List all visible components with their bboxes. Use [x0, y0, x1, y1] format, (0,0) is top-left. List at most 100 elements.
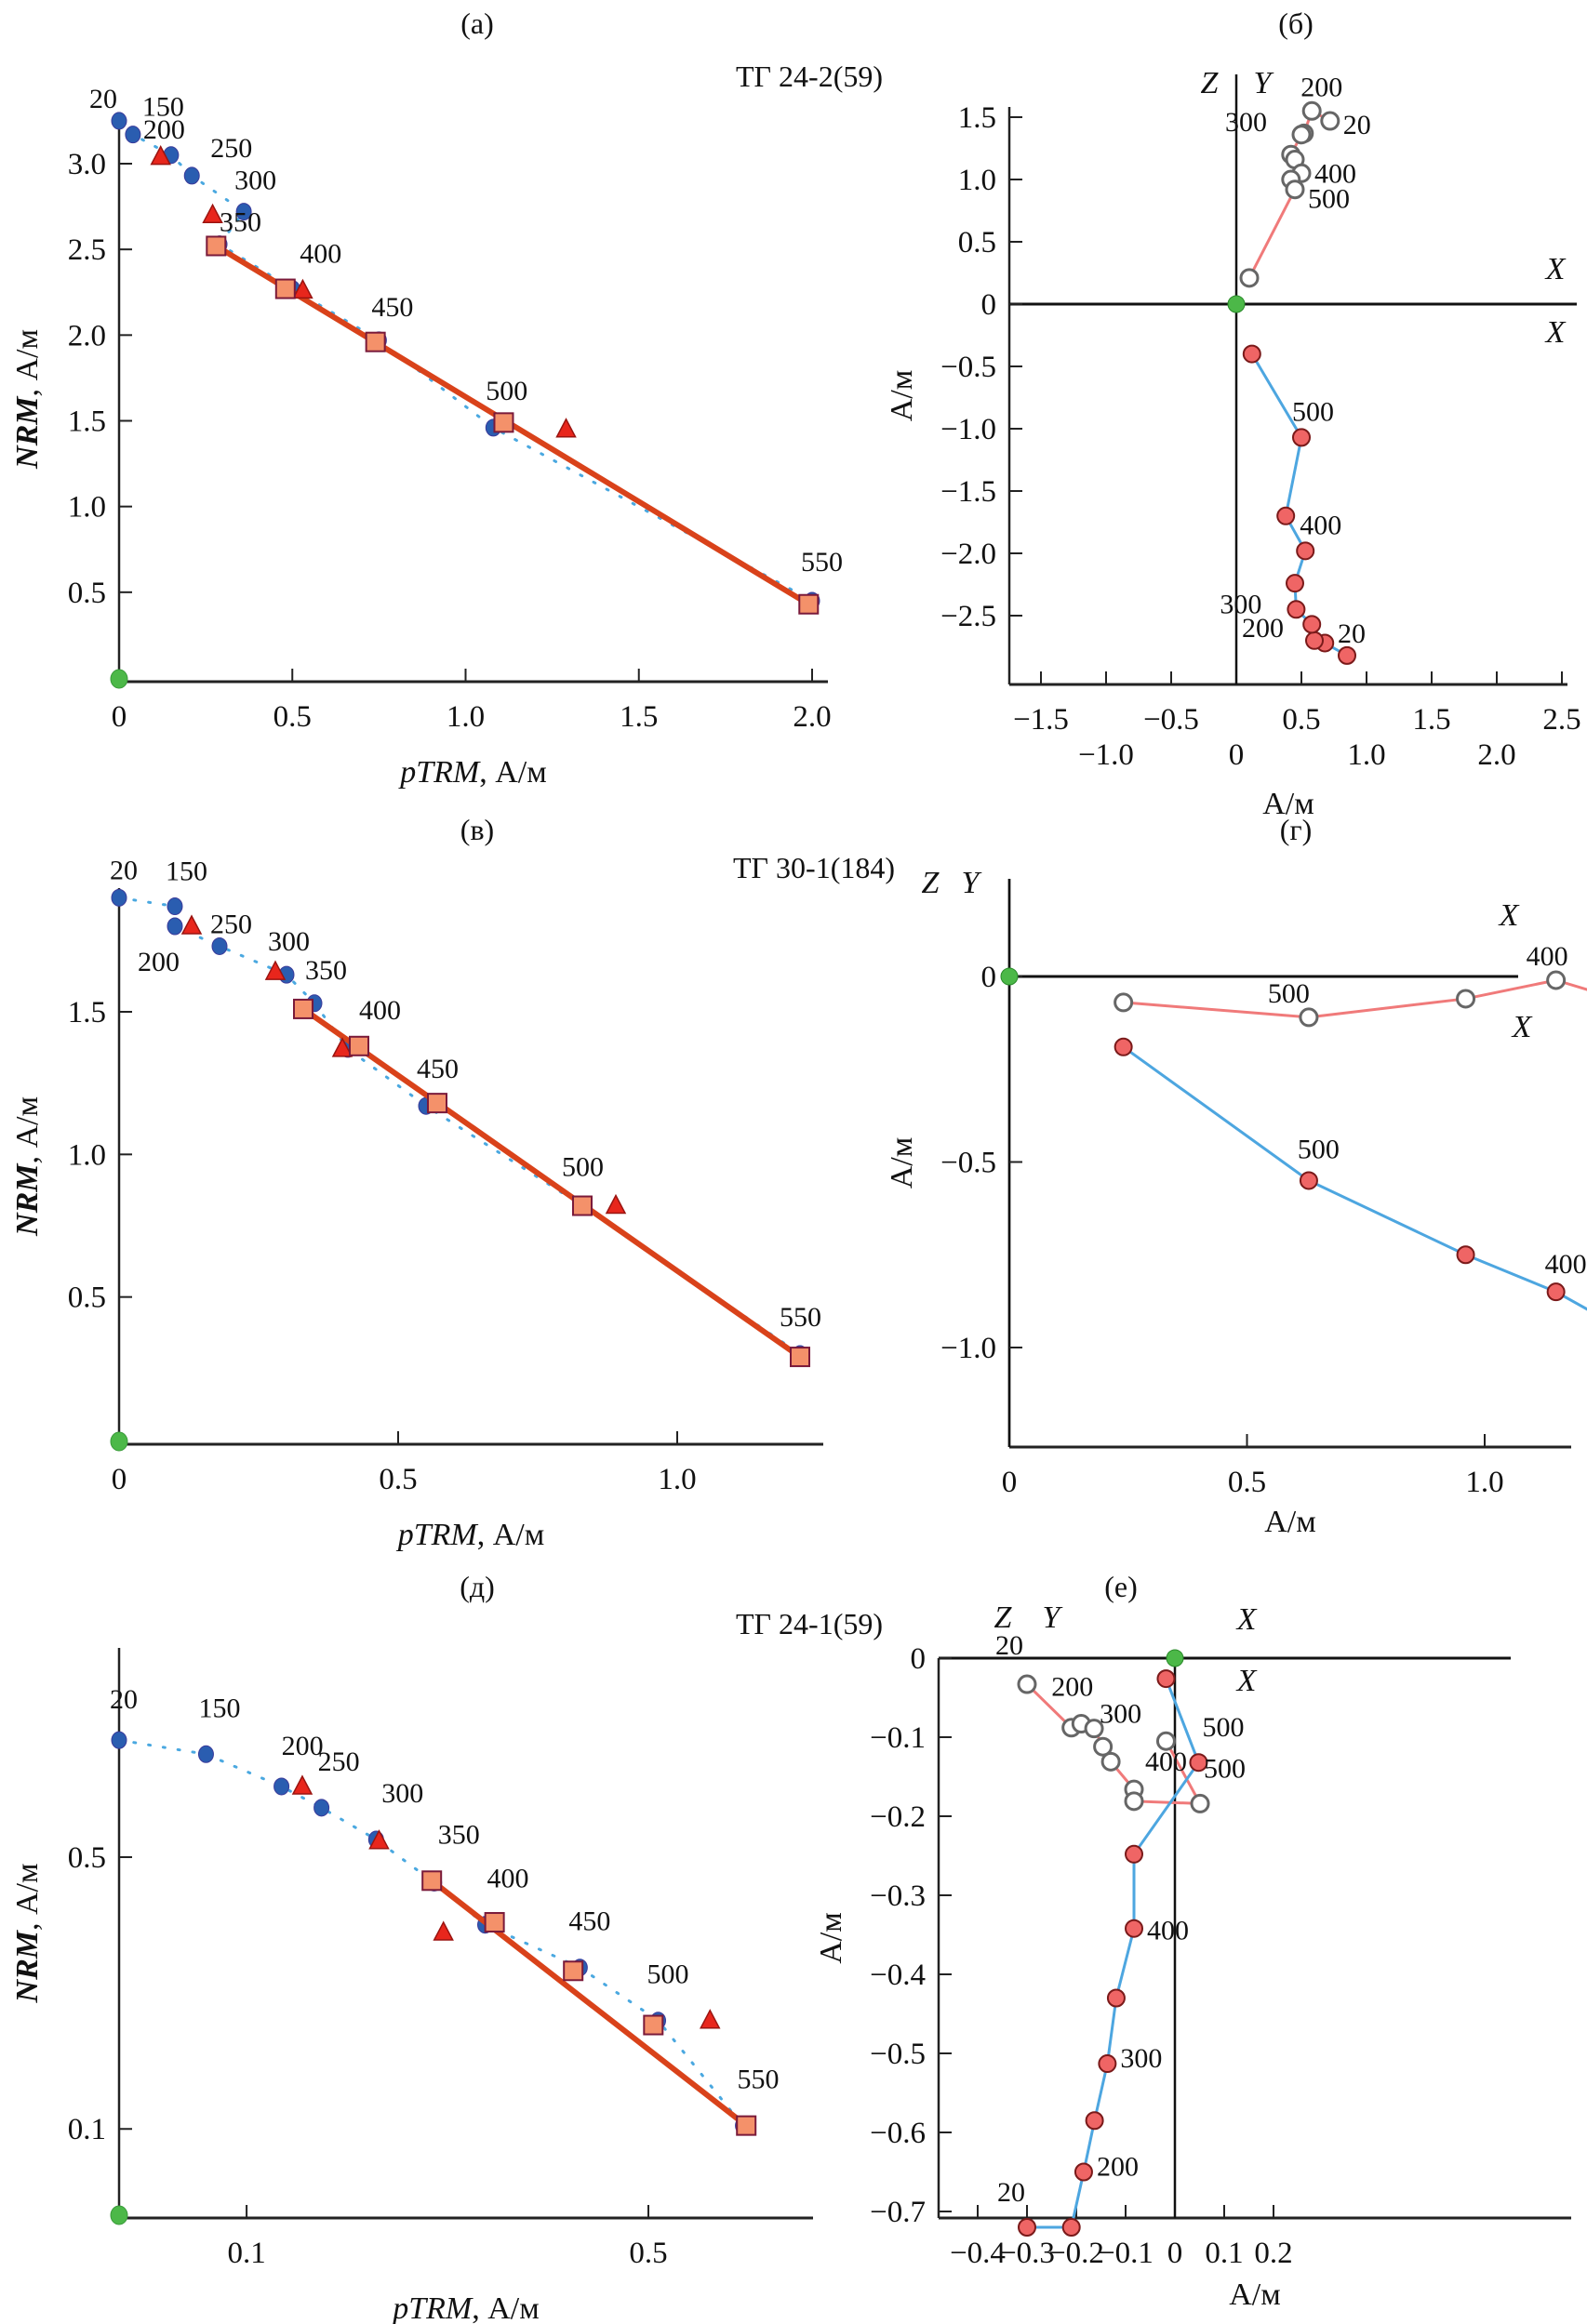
temperature-label: 300: [381, 1778, 423, 1809]
temperature-label: 500: [562, 1152, 604, 1183]
temperature-label: 400: [1314, 158, 1356, 189]
x-tick-label: 0: [112, 700, 127, 734]
temperature-label: 200: [1300, 72, 1342, 102]
origin-point: [110, 669, 128, 689]
vertical-projection-point: [1338, 645, 1356, 665]
temperature-label: 250: [210, 909, 252, 939]
temperature-label: 20: [995, 1630, 1023, 1661]
horizontal-projection-point: [1299, 1007, 1319, 1028]
temperature-label: 200: [282, 1731, 324, 1761]
y-tick-label: 1.5: [958, 101, 996, 135]
vertical-projection-point: [1299, 1171, 1318, 1190]
horizontal-projection-point: [1100, 1751, 1121, 1772]
temperature-label: 300: [268, 926, 310, 957]
x-tick-label: −0.1: [1098, 2237, 1154, 2270]
horizontal-projection-point: [1301, 100, 1322, 121]
x-tick-label: 0.5: [629, 2237, 667, 2270]
dotted-trend-line: [117, 1738, 745, 2128]
y-axis-label-italic: NRM: [10, 395, 45, 470]
temperature-label: 300: [1120, 2043, 1162, 2074]
nrm-ptrm-point: [273, 1777, 290, 1796]
y-tick-label: −1.0: [940, 413, 996, 446]
vertical-projection-point: [1125, 1919, 1144, 1938]
fit-point-square: [563, 1960, 584, 1982]
temperature-label: 500: [1298, 1134, 1340, 1164]
fit-point-square: [274, 278, 296, 299]
vertical-projection-point: [1292, 428, 1311, 447]
fit-point-square: [798, 593, 820, 615]
x-axis-label: pTRM, А/м: [396, 1518, 545, 1552]
temperature-label: 400: [1300, 510, 1341, 540]
x-tick-label: −0.4: [950, 2237, 1006, 2270]
temperature-label: 550: [738, 2065, 780, 2095]
sample-title: ТГ 24-2(59): [736, 60, 883, 93]
vertical-projection-point: [1125, 1844, 1144, 1864]
fit-line: [430, 1878, 749, 2129]
x-tick-label: 0: [1167, 2237, 1183, 2270]
x-tick-label: 0.5: [1228, 1466, 1266, 1499]
x-tick-label: 1.0: [658, 1463, 696, 1496]
y-tick-label: −2.0: [940, 538, 996, 571]
y-tick-label: 0.5: [68, 577, 106, 610]
y-tick-label: 1.0: [68, 1138, 106, 1172]
x-tick-label: 0.1: [227, 2237, 265, 2270]
temperature-label: 250: [210, 133, 252, 164]
origin-point: [1000, 967, 1019, 986]
x-tick-label: 0.1: [1205, 2237, 1243, 2270]
x-axis-label: pTRM, А/м: [391, 2291, 540, 2324]
temperature-label: 150: [142, 92, 184, 123]
nrm-ptrm-point: [125, 126, 141, 144]
fit-point-square: [421, 1870, 443, 1892]
x-tick-label: 1.5: [1412, 703, 1450, 737]
y-axis-letter: Y: [1043, 1600, 1063, 1635]
temperature-label: 20: [1338, 618, 1366, 649]
horizontal-projection-point: [1546, 970, 1567, 990]
x-axis-label: А/м: [1229, 2278, 1281, 2312]
y-tick-label: 2.0: [68, 319, 106, 352]
ptrm-check-triangle: [433, 1920, 454, 1941]
zijderveld-plot-e: (е)0−0.1−0.2−0.3−0.4−0.5−0.6−0.7−0.4−0.3…: [814, 1570, 1571, 2312]
temperature-label: 500: [647, 1959, 689, 1990]
ptrm-check-triangle: [150, 145, 171, 166]
y-axis-label: NRM, А/м: [10, 329, 45, 470]
x-tick-label: 1.0: [1465, 1466, 1503, 1499]
nrm-ptrm-point: [111, 888, 127, 907]
fit-point-square: [293, 998, 313, 1019]
x-tick-label: 0.2: [1254, 2237, 1292, 2270]
temperature-label: 400: [359, 995, 401, 1026]
y-axis-label-italic: NRM: [10, 1929, 45, 2003]
x-axis-label-unit: , А/м: [479, 755, 547, 790]
nrm-ptrm-point: [313, 1799, 330, 1817]
vertical-projection-point: [1156, 1669, 1176, 1689]
temperature-label: 300: [1220, 589, 1261, 619]
fit-line: [301, 1006, 802, 1360]
x-tick-label: 0: [1229, 738, 1245, 772]
horizontal-projection-point: [1320, 111, 1340, 131]
y-tick-label: −0.5: [940, 351, 996, 384]
temperature-label: 500: [486, 376, 527, 406]
temperature-label: 200: [1051, 1672, 1093, 1703]
vertical-projection-point: [1114, 1037, 1133, 1056]
ptrm-check-triangle: [331, 1037, 353, 1057]
vertical-projection-point: [1546, 1282, 1566, 1302]
y-tick-label: 0.1: [68, 2113, 106, 2146]
temperature-label: 450: [371, 292, 413, 323]
y-tick-label: 0.5: [68, 1841, 106, 1875]
x-axis-label-italic: pTRM: [398, 755, 481, 790]
temperature-label: 500: [1202, 1712, 1244, 1743]
horizontal-projection-point: [1285, 179, 1305, 200]
vertical-projection-line: [1122, 1045, 1587, 1311]
y-tick-label: 3.0: [68, 148, 106, 181]
vertical-projection-point: [1106, 1988, 1126, 2008]
fit-point-square: [427, 1093, 447, 1114]
y-axis-label: NRM, А/м: [10, 1096, 45, 1237]
temperature-label: 20: [89, 84, 117, 114]
x-tick-label: −0.2: [1048, 2237, 1104, 2270]
ptrm-check-triangle: [368, 1829, 390, 1850]
temperature-label: 500: [1292, 396, 1334, 427]
y-tick-label: 0: [911, 1642, 927, 1676]
temperature-label: 20: [1343, 110, 1371, 140]
nrm-ptrm-point: [211, 936, 228, 955]
nrm-ptrm-point: [197, 1745, 214, 1763]
vertical-projection-point: [1287, 600, 1306, 619]
